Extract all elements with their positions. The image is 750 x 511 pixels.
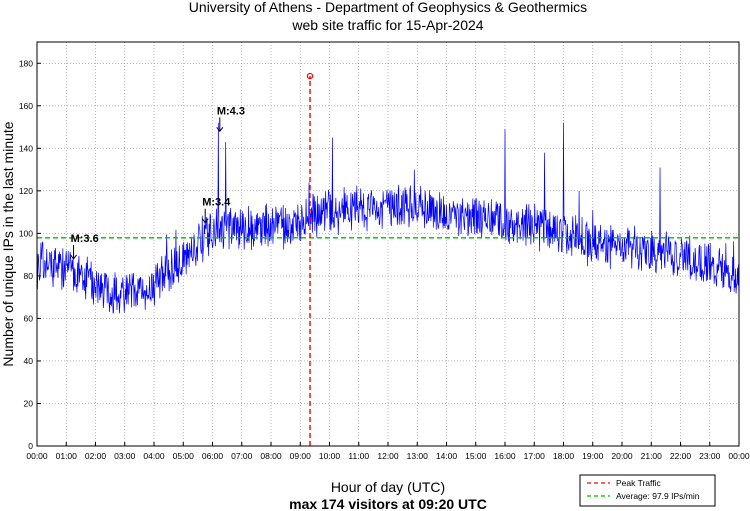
y-tick-label: 80 xyxy=(24,271,34,281)
x-tick-label: 05:00 xyxy=(173,451,195,461)
x-tick-label: 00:00 xyxy=(728,451,750,461)
reference-lines xyxy=(37,72,739,446)
x-tick-label: 12:00 xyxy=(377,451,399,461)
legend-average-label: Average: 97.9 IPs/min xyxy=(616,491,700,501)
earthquake-arrowhead xyxy=(201,218,209,224)
y-tick-label: 0 xyxy=(28,441,33,451)
x-tick-label: 08:00 xyxy=(260,451,282,461)
earthquake-label: M:3.4 xyxy=(202,197,231,209)
legend-box xyxy=(579,474,716,507)
legend-peak-label: Peak Traffic xyxy=(616,478,661,488)
x-tick-label: 09:00 xyxy=(290,451,312,461)
x-tick-label: 02:00 xyxy=(85,451,107,461)
earthquake-label: M:4.3 xyxy=(217,105,245,117)
x-tick-label: 16:00 xyxy=(494,451,516,461)
x-tick-label: 18:00 xyxy=(553,451,575,461)
x-axis-sublabel: max 174 visitors at 09:20 UTC xyxy=(289,496,487,511)
earthquake-label: M:3.6 xyxy=(71,233,99,245)
annotations: M:3.6 M:3.4 M:4.3 xyxy=(70,105,245,260)
x-tick-label: 06:00 xyxy=(202,451,224,461)
earthquake-arrowhead xyxy=(70,254,77,260)
x-tick-label: 11:00 xyxy=(348,451,369,461)
earthquake-arrowhead xyxy=(216,127,224,133)
series-layer xyxy=(36,122,740,314)
x-axis-label: Hour of day (UTC) xyxy=(331,479,445,495)
plot-frame xyxy=(36,41,740,447)
axis-ticks: 0 20 40 60 80 100 120 140 160 180 00:00 01:00 02:00 0… xyxy=(19,58,750,461)
chart-title-line1: University of Athens - Department of Geo… xyxy=(189,0,587,15)
x-tick-label: 15:00 xyxy=(465,451,487,461)
x-tick-label: 04:00 xyxy=(143,451,165,461)
y-tick-label: 40 xyxy=(24,356,34,366)
series-visitors-line xyxy=(36,122,740,314)
y-axis-label: Number of unique IPs in the last minute xyxy=(0,121,16,366)
y-tick-label: 120 xyxy=(19,186,33,196)
x-tick-label: 13:00 xyxy=(407,451,429,461)
y-tick-label: 100 xyxy=(19,228,33,238)
x-tick-label: 17:00 xyxy=(524,451,546,461)
y-tick-label: 180 xyxy=(19,58,33,68)
peak-marker xyxy=(306,72,314,80)
x-tick-label: 22:00 xyxy=(670,451,692,461)
x-tick-label: 20:00 xyxy=(611,451,633,461)
grid-lines xyxy=(36,42,740,447)
x-tick-label: 00:00 xyxy=(26,451,48,461)
x-tick-label: 14:00 xyxy=(436,451,458,461)
y-tick-label: 160 xyxy=(19,101,33,111)
x-tick-label: 23:00 xyxy=(699,451,721,461)
x-tick-label: 21:00 xyxy=(641,451,663,461)
x-tick-label: 07:00 xyxy=(231,451,253,461)
legend: Peak Traffic Average: 97.9 IPs/min xyxy=(579,474,716,507)
x-tick-label: 01:00 xyxy=(56,451,78,461)
y-tick-label: 140 xyxy=(19,143,33,153)
x-tick-label: 10:00 xyxy=(319,451,341,461)
x-tick-label: 03:00 xyxy=(114,451,136,461)
x-tick-label: 19:00 xyxy=(582,451,604,461)
y-tick-label: 20 xyxy=(24,398,34,408)
y-tick-label: 60 xyxy=(24,313,34,323)
chart-title-line2: web site traffic for 15-Apr-2024 xyxy=(291,17,483,33)
